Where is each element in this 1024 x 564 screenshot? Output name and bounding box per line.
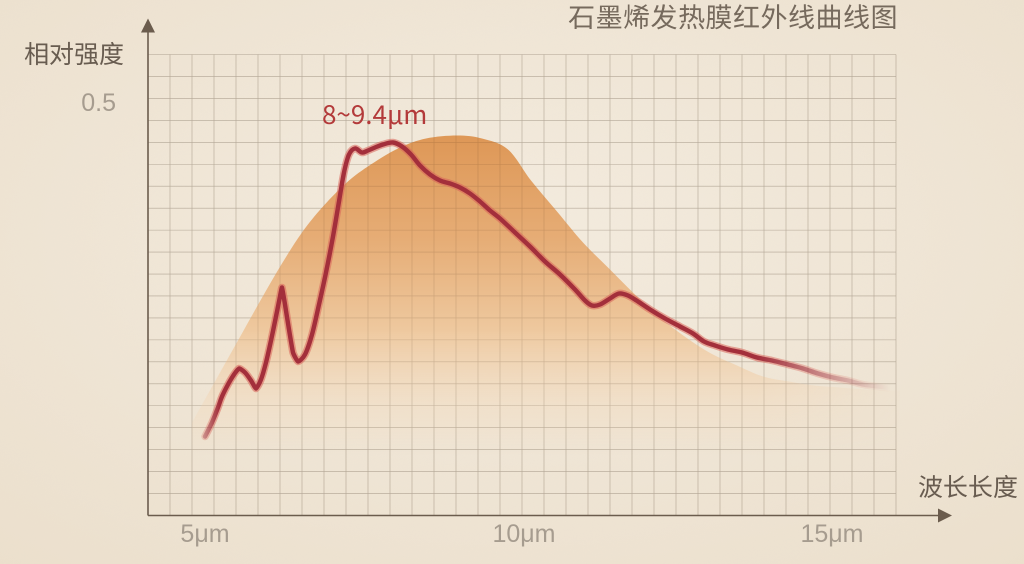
svg-text:15μm: 15μm [800,520,863,548]
svg-text:10μm: 10μm [492,520,555,548]
svg-text:相对强度: 相对强度 [24,35,124,71]
svg-text:5μm: 5μm [180,520,229,548]
svg-text:0.5: 0.5 [81,89,116,117]
svg-text:石墨烯发热膜红外线曲线图: 石墨烯发热膜红外线曲线图 [568,0,898,35]
svg-text:波长长度: 波长长度 [918,468,1018,504]
svg-text:8~9.4μm: 8~9.4μm [322,95,427,132]
